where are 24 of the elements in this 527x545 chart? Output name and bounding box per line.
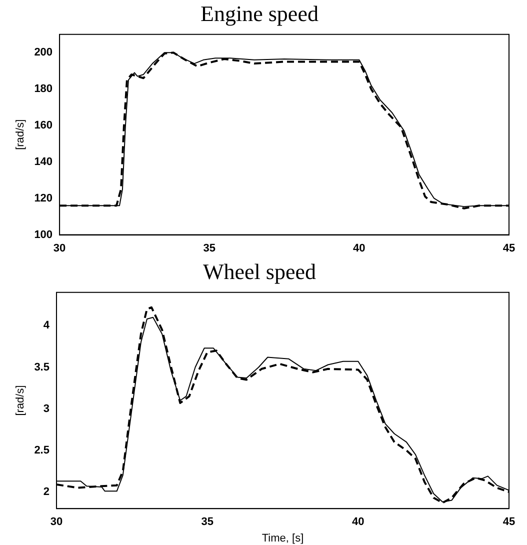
y-tick-label: 4 bbox=[43, 320, 50, 332]
x-tick-label: 40 bbox=[353, 242, 366, 254]
x-tick-label: 35 bbox=[203, 242, 216, 254]
chart-title: Engine speed bbox=[200, 0, 318, 26]
y-tick-label: 3.5 bbox=[34, 361, 50, 374]
y-tick-label: 3 bbox=[43, 402, 50, 415]
y-tick-label: 200 bbox=[34, 46, 53, 59]
x-tick-label: 30 bbox=[53, 242, 66, 254]
y-tick-label: 140 bbox=[34, 156, 53, 168]
chart-title: Wheel speed bbox=[203, 258, 316, 284]
x-tick-label: 45 bbox=[502, 242, 516, 254]
x-tick-label: 35 bbox=[201, 516, 214, 528]
x-tick-label: 45 bbox=[502, 516, 516, 528]
y-tick-label: 2 bbox=[43, 486, 50, 498]
y-tick-label: 120 bbox=[34, 192, 53, 204]
y-tick-label: 180 bbox=[34, 83, 53, 96]
y-tick-label: 160 bbox=[34, 120, 53, 132]
y-axis-title: [rad/s] bbox=[14, 385, 27, 416]
y-tick-label: 100 bbox=[34, 228, 53, 241]
y-axis-title: [rad/s] bbox=[14, 119, 27, 150]
x-tick-label: 40 bbox=[352, 516, 364, 528]
y-tick-label: 2.5 bbox=[34, 444, 50, 456]
x-tick-label: 30 bbox=[50, 516, 63, 528]
x-axis-title: Time, [s] bbox=[262, 532, 304, 544]
